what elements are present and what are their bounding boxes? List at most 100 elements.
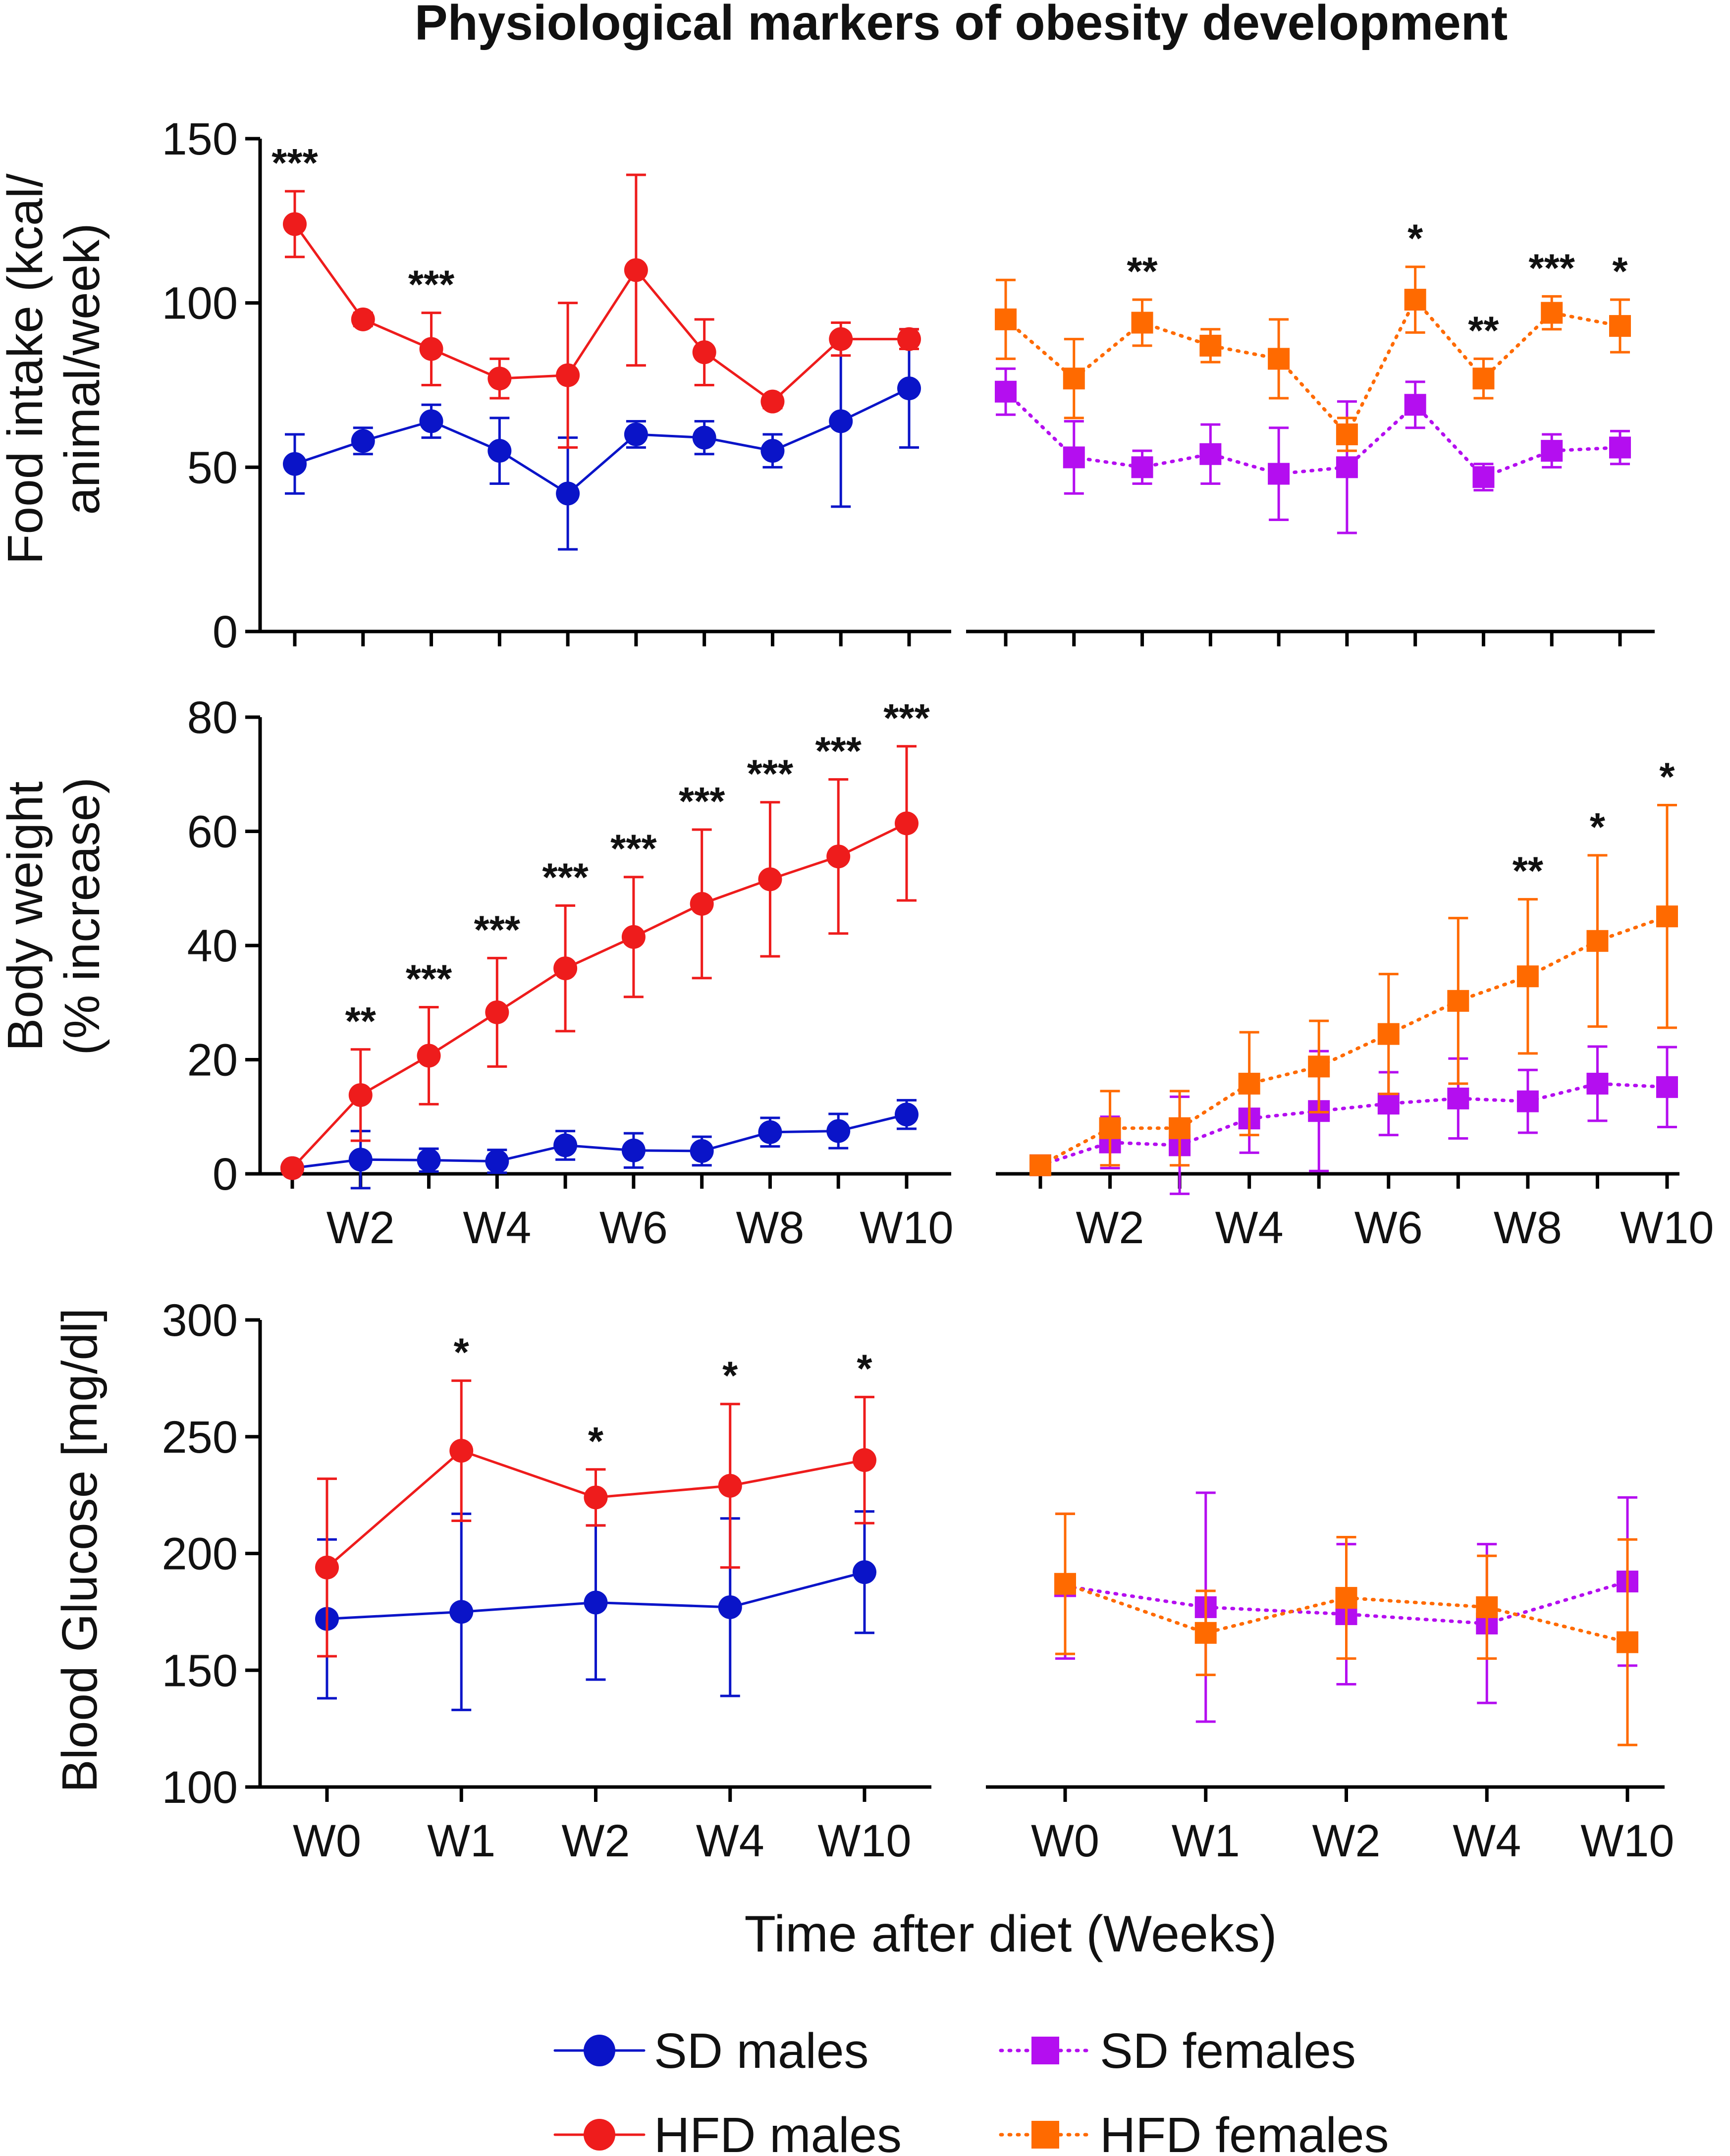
data-point <box>553 1133 578 1157</box>
data-point <box>1308 1055 1330 1078</box>
data-point <box>283 452 307 476</box>
data-point <box>1516 965 1539 988</box>
data-point <box>1541 302 1563 324</box>
significance-marker: * <box>722 1354 738 1398</box>
y-tick-label: 60 <box>187 807 238 857</box>
data-point <box>283 212 307 236</box>
data-point <box>624 422 648 446</box>
data-point <box>1656 905 1678 928</box>
y-tick-label: 0 <box>213 607 238 657</box>
data-point <box>351 429 375 453</box>
significance-marker: *** <box>883 696 930 740</box>
data-point <box>826 844 851 869</box>
data-point <box>487 439 512 463</box>
significance-marker: * <box>1407 216 1423 261</box>
data-point <box>1336 456 1358 478</box>
x-tick-label: W2 <box>326 1203 395 1253</box>
data-point <box>1404 394 1426 416</box>
data-point <box>829 409 853 433</box>
x-tick-label: W1 <box>427 1816 495 1866</box>
significance-marker: *** <box>1529 246 1575 290</box>
data-point <box>1099 1117 1121 1139</box>
series-line <box>293 387 911 495</box>
data-point <box>692 425 716 450</box>
data-point <box>1199 443 1222 465</box>
series-sd_females <box>1029 1045 1678 1195</box>
x-tick-label: W4 <box>1453 1816 1521 1866</box>
data-point <box>1268 348 1290 370</box>
data-point <box>897 327 921 351</box>
legend-item-sd_females: SD females <box>999 2023 1356 2079</box>
y-axis-label-line: Body weight <box>0 781 53 1051</box>
significance-marker: * <box>857 1347 872 1391</box>
x-tick-label: W4 <box>1215 1203 1284 1253</box>
data-point <box>690 892 714 916</box>
panel-body_weight_females: W2 W4 W6 W8 W10**** <box>996 754 1714 1253</box>
y-axis-label: Food intake (kcal/animal/week) <box>0 173 110 564</box>
significance-marker: *** <box>406 956 452 1000</box>
data-point <box>280 1156 304 1180</box>
significance-marker: *** <box>679 779 725 823</box>
y-axis-label-line: animal/week) <box>54 223 110 515</box>
data-point <box>1516 1090 1539 1112</box>
data-point <box>417 1044 441 1068</box>
y-tick-label: 0 <box>213 1149 238 1200</box>
data-point <box>417 1148 441 1172</box>
legend-label: HFD females <box>1100 2107 1389 2156</box>
data-point <box>760 389 785 414</box>
significance-marker: ** <box>1513 849 1544 893</box>
data-point <box>853 1560 876 1584</box>
series-line <box>1063 1579 1629 1626</box>
data-point <box>1476 1596 1498 1618</box>
legend-label: SD males <box>654 2023 868 2079</box>
data-point <box>1169 1117 1191 1139</box>
data-point <box>1063 446 1085 469</box>
data-point <box>1447 990 1469 1012</box>
panel-body_weight_males: W2 W4 W6 W8 W10 0 20 40 60 80 Body weight(% increa… <box>0 692 954 1253</box>
data-point <box>1447 1087 1469 1109</box>
x-tick-label: W2 <box>1312 1816 1381 1866</box>
data-point <box>895 1103 919 1127</box>
legend-item-hfd_males: HFD males <box>553 2107 902 2156</box>
significance-marker: *** <box>815 729 862 773</box>
y-axis-label-line: (% increase) <box>54 777 110 1055</box>
y-tick-label: 150 <box>162 114 238 164</box>
data-point <box>1268 463 1290 485</box>
data-point <box>348 1148 373 1172</box>
series-line <box>291 822 908 1169</box>
data-point <box>995 380 1017 403</box>
series-line <box>1038 1082 1669 1167</box>
data-point <box>1656 1076 1678 1098</box>
data-point <box>624 258 648 282</box>
data-point <box>621 1138 646 1162</box>
data-point <box>758 1120 782 1144</box>
data-point <box>556 363 580 387</box>
legend-marker <box>1031 2037 1059 2064</box>
y-tick-label: 40 <box>187 921 238 971</box>
data-point <box>826 1119 851 1143</box>
significance-marker: *** <box>610 827 657 871</box>
series-line <box>291 1113 908 1169</box>
data-point <box>829 327 853 351</box>
data-point <box>1199 334 1222 357</box>
legend-marker <box>1031 2121 1059 2149</box>
y-axis-label-line: Blood Glucose [mg/dl] <box>52 1308 108 1792</box>
series-line <box>1004 296 1622 438</box>
y-axis-label: Blood Glucose [mg/dl] <box>52 1308 108 1792</box>
series-hfd_males <box>280 745 919 1180</box>
y-tick-label: 80 <box>187 692 238 743</box>
x-tick-label: W4 <box>696 1816 764 1866</box>
data-point <box>584 1485 608 1510</box>
significance-marker: *** <box>542 855 589 899</box>
y-tick-label: 200 <box>162 1529 238 1579</box>
series-sd_males <box>283 328 921 551</box>
legend-marker <box>584 2035 615 2066</box>
x-tick-label: W0 <box>1031 1816 1099 1866</box>
data-point <box>1617 1631 1638 1653</box>
data-point <box>1335 1587 1357 1609</box>
data-point <box>556 481 580 506</box>
y-tick-label: 100 <box>162 278 238 329</box>
x-tick-label: W10 <box>817 1816 911 1866</box>
data-point <box>1238 1072 1260 1095</box>
